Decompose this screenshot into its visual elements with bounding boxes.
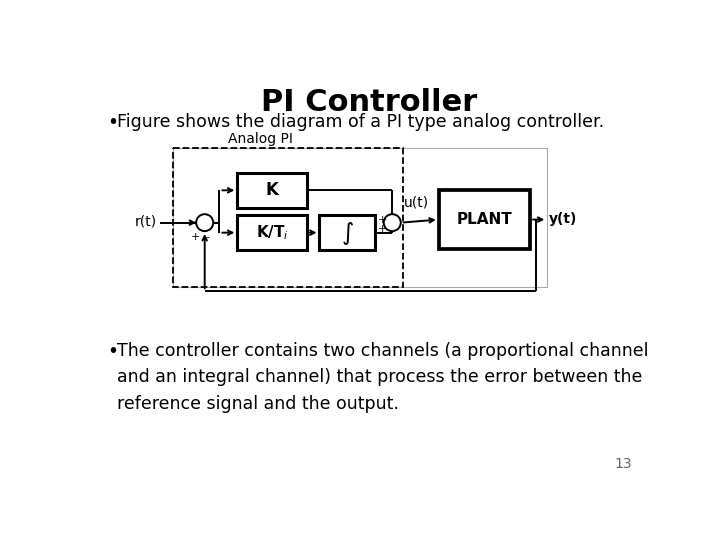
Text: The controller contains two channels (a proportional channel
and an integral cha: The controller contains two channels (a … <box>117 342 649 413</box>
Text: u(t): u(t) <box>404 195 429 210</box>
Text: Figure shows the diagram of a PI type analog controller.: Figure shows the diagram of a PI type an… <box>117 112 604 131</box>
Text: -: - <box>205 232 209 242</box>
Bar <box>238 173 307 208</box>
Bar <box>438 190 530 249</box>
Text: r(t): r(t) <box>135 215 157 229</box>
Text: +: + <box>377 224 387 234</box>
Text: K: K <box>266 181 279 199</box>
Bar <box>238 215 307 251</box>
Text: +: + <box>377 215 387 225</box>
Text: PLANT: PLANT <box>456 212 513 227</box>
Text: ∫: ∫ <box>341 221 354 245</box>
Bar <box>173 148 403 287</box>
Bar <box>173 148 547 287</box>
Text: Analog PI: Analog PI <box>228 132 293 146</box>
Bar <box>320 215 375 251</box>
Text: y(t): y(t) <box>549 212 577 226</box>
Circle shape <box>196 214 213 231</box>
Text: •: • <box>107 342 118 361</box>
Text: K/T$_i$: K/T$_i$ <box>256 224 289 242</box>
Circle shape <box>384 214 401 231</box>
Text: •: • <box>107 112 118 132</box>
Text: PI Controller: PI Controller <box>261 88 477 117</box>
Text: +: + <box>191 232 200 242</box>
Text: 13: 13 <box>615 457 632 471</box>
